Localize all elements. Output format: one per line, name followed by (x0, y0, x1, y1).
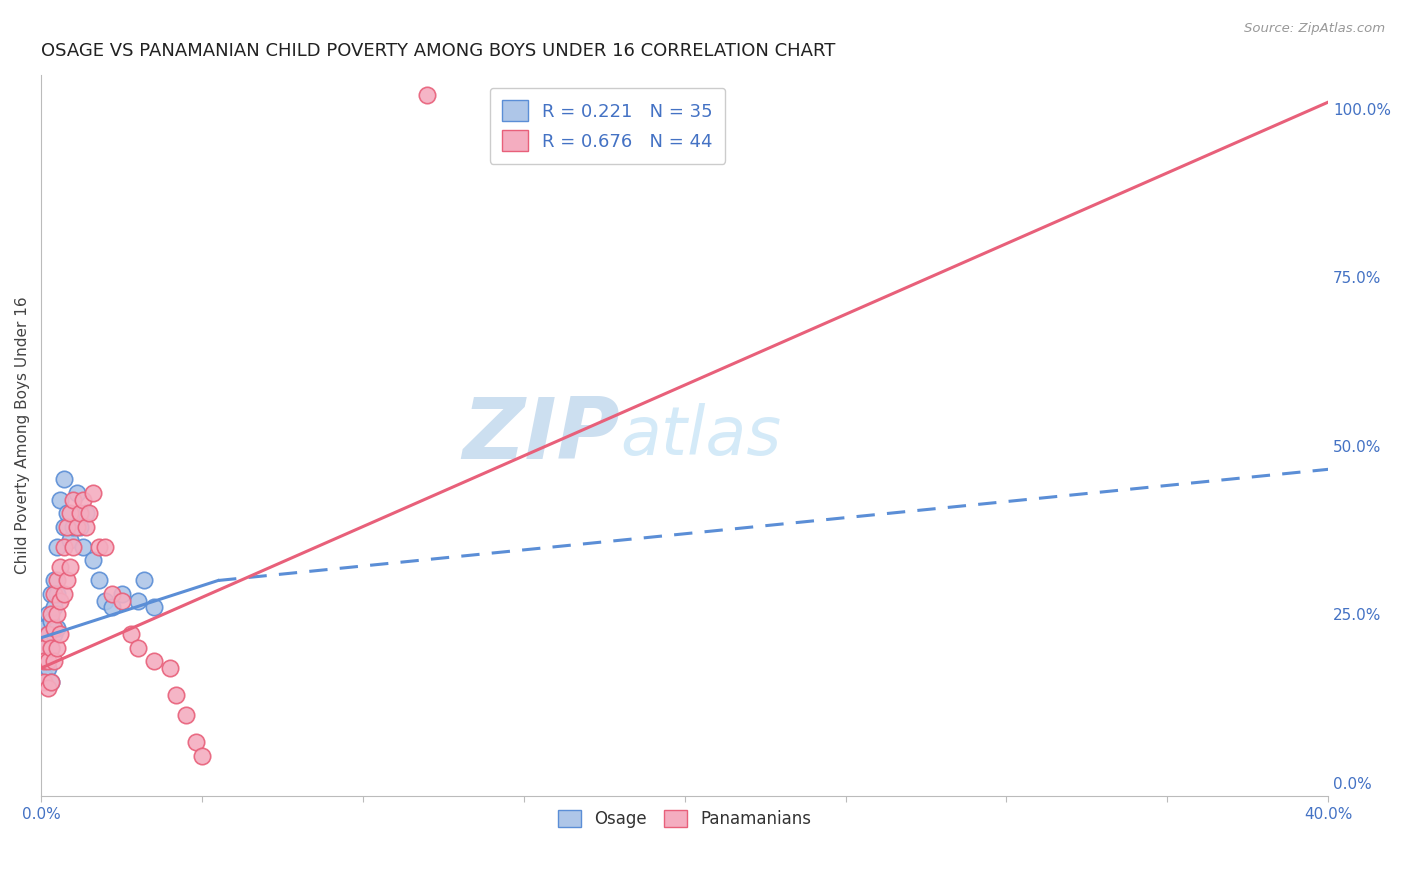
Point (39, 674, 62, 689)
Point (416, 88, 439, 103)
Point (174, 708, 197, 723)
Point (56, 519, 79, 533)
Point (46, 607, 69, 622)
Point (132, 574, 155, 588)
Point (110, 593, 132, 607)
Text: Source: ZipAtlas.com: Source: ZipAtlas.com (1244, 22, 1385, 36)
Point (39, 674, 62, 689)
Point (75, 506, 97, 520)
Point (62, 540, 84, 554)
Point (127, 640, 149, 655)
Text: ZIP: ZIP (463, 394, 620, 477)
Point (42, 621, 65, 635)
Point (65, 519, 87, 533)
Point (42, 627, 65, 641)
Point (101, 587, 124, 601)
Point (34, 674, 56, 689)
Point (46, 574, 69, 588)
Point (34, 668, 56, 682)
Point (59, 560, 82, 574)
Point (46, 621, 69, 635)
Text: OSAGE VS PANAMANIAN CHILD POVERTY AMONG BOYS UNDER 16 CORRELATION CHART: OSAGE VS PANAMANIAN CHILD POVERTY AMONG … (41, 42, 835, 60)
Point (42, 600, 65, 615)
Point (39, 614, 62, 628)
Point (37, 661, 59, 675)
Point (42, 587, 65, 601)
Point (52, 540, 75, 554)
Text: atlas: atlas (620, 402, 782, 468)
Point (39, 587, 62, 601)
Point (120, 627, 142, 641)
Point (52, 519, 75, 533)
Point (42, 654, 65, 668)
Point (142, 600, 165, 615)
Point (39, 640, 62, 655)
Point (191, 748, 214, 763)
Point (46, 540, 69, 554)
Legend: Osage, Panamanians: Osage, Panamanians (551, 803, 818, 835)
Point (49, 492, 72, 507)
Point (87, 574, 110, 588)
Point (159, 661, 181, 675)
Point (142, 654, 165, 668)
Point (59, 533, 82, 547)
Point (56, 506, 79, 520)
Point (34, 621, 56, 635)
Point (110, 587, 132, 601)
Y-axis label: Child Poverty Among Boys Under 16: Child Poverty Among Boys Under 16 (15, 297, 30, 574)
Point (34, 640, 56, 655)
Point (52, 472, 75, 486)
Point (87, 540, 110, 554)
Point (82, 486, 104, 500)
Point (72, 540, 94, 554)
Point (101, 600, 124, 615)
Point (42, 574, 65, 588)
Point (75, 519, 97, 533)
Point (46, 640, 69, 655)
Point (39, 640, 62, 655)
Point (37, 627, 59, 641)
Point (34, 654, 56, 668)
Point (46, 587, 69, 601)
Point (127, 593, 149, 607)
Point (39, 607, 62, 622)
Point (69, 506, 91, 520)
Point (34, 640, 56, 655)
Point (49, 593, 72, 607)
Point (165, 688, 187, 702)
Point (37, 654, 59, 668)
Point (37, 607, 59, 622)
Point (94, 540, 117, 554)
Point (34, 654, 56, 668)
Point (82, 553, 104, 567)
Point (69, 519, 91, 533)
Point (65, 486, 87, 500)
Point (56, 574, 79, 588)
Point (49, 560, 72, 574)
Point (184, 735, 207, 749)
Point (52, 587, 75, 601)
Point (94, 593, 117, 607)
Point (37, 681, 59, 696)
Point (62, 492, 84, 507)
Point (37, 627, 59, 641)
Point (59, 506, 82, 520)
Point (62, 519, 84, 533)
Point (72, 492, 94, 507)
Point (49, 627, 72, 641)
Point (79, 506, 101, 520)
